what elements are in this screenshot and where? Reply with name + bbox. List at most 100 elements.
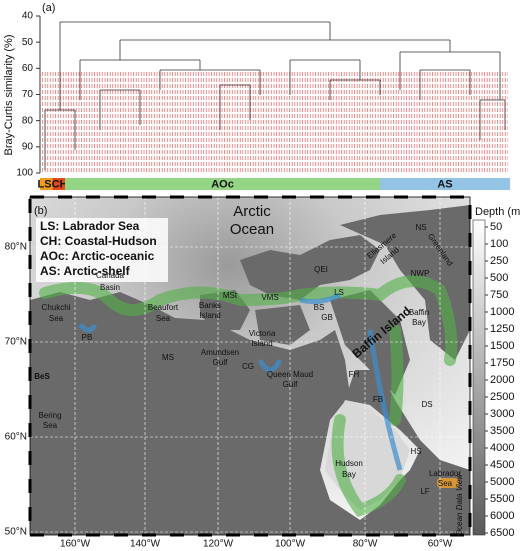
colorbar-tick-label: 4500 xyxy=(490,459,514,471)
y-tick-label: 60 xyxy=(22,63,34,74)
place: VMS xyxy=(261,293,278,302)
place: Arctic xyxy=(233,203,271,220)
legend-entry: CH: Coastal-Hudson xyxy=(40,234,157,248)
colorbar-tick-label: 1000 xyxy=(490,306,514,318)
place: DS xyxy=(421,400,432,409)
y-tick-label: 70 xyxy=(22,89,34,100)
place: Bering xyxy=(38,411,61,420)
y-tick-label: 50 xyxy=(22,37,34,48)
colorbar-tick-label: 100 xyxy=(490,238,508,250)
group-label: AOc xyxy=(211,178,234,190)
place: NS xyxy=(415,223,426,232)
place: Bay xyxy=(412,318,426,327)
graticule xyxy=(30,197,470,535)
place: Bay xyxy=(342,470,356,479)
place: Gulf xyxy=(213,358,228,367)
y-tick-label: 40 xyxy=(22,11,34,22)
panel-label: (a) xyxy=(42,2,55,14)
place: Canada xyxy=(96,271,125,280)
land xyxy=(30,292,470,535)
colorbar-tick-label: 5500 xyxy=(490,493,514,505)
map-frame xyxy=(29,196,471,536)
colorbar xyxy=(472,219,486,536)
place: Hudson xyxy=(335,459,363,468)
place: Labrador xyxy=(429,469,461,478)
place: Sea xyxy=(438,479,453,488)
lat-label: 60°N xyxy=(5,432,27,443)
place: LS xyxy=(334,288,344,297)
place: Banks xyxy=(199,301,221,310)
place: Ocean xyxy=(230,221,274,238)
legend-entry: AS: Arctic-shelf xyxy=(40,264,131,278)
lon-label: 140°W xyxy=(130,539,161,550)
place: Victoria xyxy=(249,329,276,338)
place: QEI xyxy=(314,265,328,274)
colorbar-tick-label: 250 xyxy=(490,255,508,267)
place: Sea xyxy=(49,314,64,323)
credit: Ocean Data View xyxy=(455,473,464,536)
place: HS xyxy=(410,447,421,456)
legend xyxy=(36,218,168,282)
tree-lines xyxy=(44,21,506,170)
colorbar-tick-label: 3000 xyxy=(490,408,514,420)
colorbar-tick-label: 1750 xyxy=(490,357,514,369)
lon-label: 120°W xyxy=(203,539,234,550)
y-tick-label: 80 xyxy=(22,115,34,126)
colorbar-tick-label: 1250 xyxy=(490,323,514,335)
panel-label: (b) xyxy=(34,205,47,217)
aoc-zone xyxy=(39,275,458,518)
place: FH xyxy=(349,370,360,379)
lat-label: 70°N xyxy=(5,337,27,348)
islands xyxy=(240,235,380,300)
islands xyxy=(200,290,410,395)
lon-label: 60°W xyxy=(428,539,453,550)
colorbar-tick-label: 2500 xyxy=(490,391,514,403)
place: MSt xyxy=(223,291,238,300)
place: Chukchi xyxy=(42,303,71,312)
dendrogram xyxy=(42,21,508,173)
colorbar-tick-label: 4000 xyxy=(490,442,514,454)
place: Gulf xyxy=(283,380,298,389)
legend-entry: LS: Labrador Sea xyxy=(40,219,140,233)
group-label: AS xyxy=(437,178,452,190)
group-bar xyxy=(52,178,65,190)
lat-label: 80°N xyxy=(5,242,27,253)
legend-entry: AOc: Arctic-oceanic xyxy=(40,249,155,263)
place: Sea xyxy=(43,421,58,430)
colorbar-title: Depth (m) xyxy=(475,206,520,218)
colorbar-tick-label: 5000 xyxy=(490,476,514,488)
colorbar-tick-label: 1500 xyxy=(490,340,514,352)
place: MS xyxy=(162,353,174,362)
place: Beaufort xyxy=(148,303,179,312)
place: Baffin xyxy=(409,308,429,317)
place: GB xyxy=(321,313,333,322)
place: NWP xyxy=(411,269,430,278)
lat-label: 50°N xyxy=(5,527,27,538)
lon-label: 80°W xyxy=(353,539,378,550)
place: Amundsen xyxy=(201,348,239,357)
y-tick-label: 100 xyxy=(16,168,33,179)
colorbar-tick-label: 2000 xyxy=(490,374,514,386)
group-bar xyxy=(65,178,380,190)
colorbar-tick-label: 50 xyxy=(490,221,502,233)
colorbar-tick-label: 500 xyxy=(490,272,508,284)
group-bar xyxy=(380,178,510,190)
place: Sea xyxy=(156,314,171,323)
place: Basin xyxy=(100,283,120,292)
place: CG xyxy=(242,362,254,371)
place: PB xyxy=(82,333,93,342)
colorbar-tick-label: 750 xyxy=(490,289,508,301)
lon-label: 100°W xyxy=(275,539,306,550)
place: Queen Maud xyxy=(267,370,313,379)
leaf-branches xyxy=(42,72,508,173)
greenland xyxy=(340,205,470,360)
place: FB xyxy=(373,395,383,404)
lon-label: 160°W xyxy=(60,539,91,550)
place: BeS xyxy=(34,372,50,381)
place: Island xyxy=(251,339,272,348)
colorbar-tick-label: 6000 xyxy=(490,510,514,522)
group-label: LSCH xyxy=(38,178,68,190)
ls-zone xyxy=(437,478,459,488)
group-bar xyxy=(40,178,53,190)
